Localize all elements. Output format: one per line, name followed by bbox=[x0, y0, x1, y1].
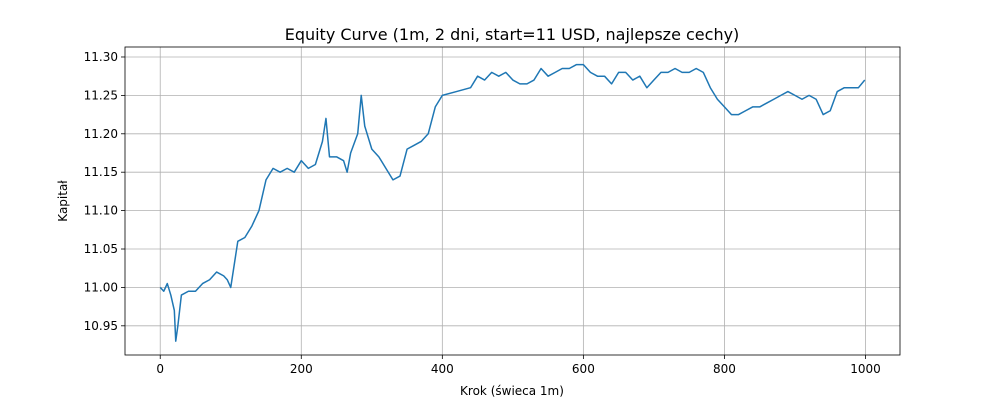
x-tick-label: 400 bbox=[431, 362, 454, 376]
y-tick-label: 11.00 bbox=[84, 280, 118, 294]
plot-frame bbox=[124, 46, 901, 356]
x-axis-label: Krok (świeca 1m) bbox=[460, 384, 564, 398]
x-tick-label: 800 bbox=[713, 362, 736, 376]
y-tick-label: 10.95 bbox=[84, 319, 118, 333]
y-axis-label: Kapitał bbox=[56, 180, 70, 222]
y-tick-label: 11.20 bbox=[84, 127, 118, 141]
chart-title: Equity Curve (1m, 2 dni, start=11 USD, n… bbox=[285, 25, 740, 44]
y-tick-label: 11.25 bbox=[84, 88, 118, 102]
x-tick-label: 600 bbox=[572, 362, 595, 376]
y-tick-label: 11.15 bbox=[84, 165, 118, 179]
x-tick-label: 0 bbox=[156, 362, 164, 376]
y-tick-label: 11.05 bbox=[84, 242, 118, 256]
x-tick-label: 200 bbox=[290, 362, 313, 376]
y-tick-label: 11.10 bbox=[84, 204, 118, 218]
y-tick-label: 11.30 bbox=[84, 50, 118, 64]
x-tick-label: 1000 bbox=[850, 362, 881, 376]
equity-line bbox=[159, 63, 866, 342]
